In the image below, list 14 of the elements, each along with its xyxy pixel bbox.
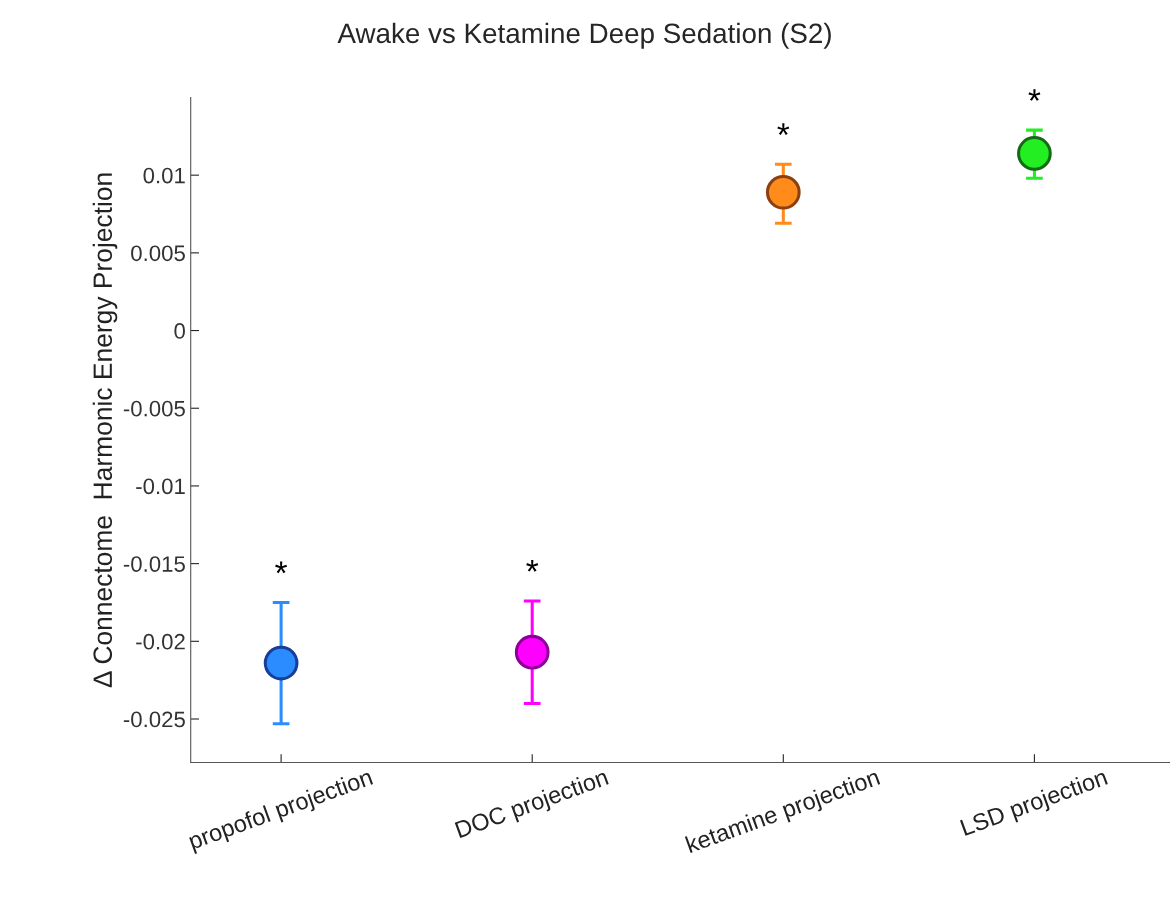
chart-title: Awake vs Ketamine Deep Sedation (S2) bbox=[337, 22, 831, 49]
y-tick-label: 0 bbox=[174, 323, 185, 339]
y-tick-label: -0.025 bbox=[123, 711, 185, 728]
y-axis-title: Δ Connectome Harmonic Energy Projection bbox=[92, 173, 118, 688]
y-tick-label: -0.01 bbox=[136, 478, 185, 495]
annotation: * bbox=[777, 123, 790, 136]
y-tick-label: -0.015 bbox=[123, 556, 185, 572]
annotation: * bbox=[526, 559, 539, 572]
annotation: * bbox=[275, 561, 288, 574]
y-tick-label: -0.02 bbox=[136, 633, 185, 650]
y-tick-label: -0.005 bbox=[123, 400, 185, 417]
annotation: * bbox=[1028, 89, 1041, 101]
y-tick-label: 0.005 bbox=[131, 245, 185, 262]
y-tick-label: 0.01 bbox=[143, 167, 185, 184]
